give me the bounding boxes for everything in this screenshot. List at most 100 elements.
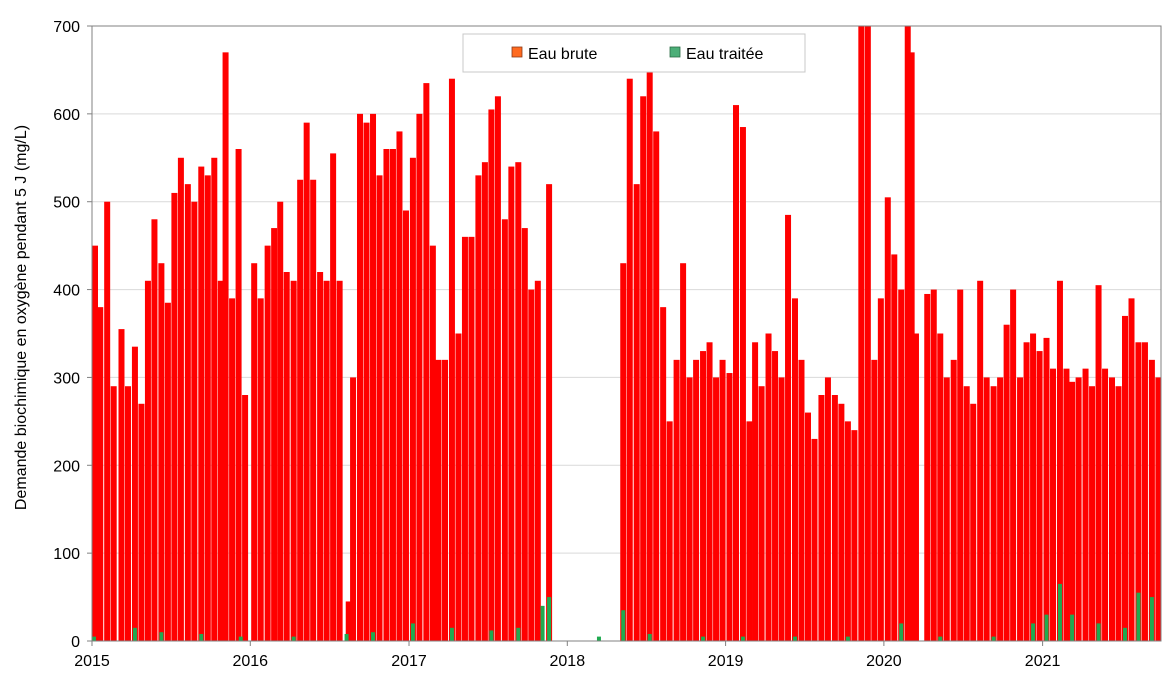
- bar: [673, 359, 680, 641]
- bar: [540, 605, 545, 641]
- bar: [1123, 627, 1128, 641]
- bar: [159, 632, 164, 641]
- bar: [884, 197, 891, 642]
- bar: [1108, 377, 1115, 641]
- bar: [521, 228, 528, 642]
- bar: [429, 245, 436, 641]
- bar: [131, 346, 138, 641]
- bar: [389, 149, 396, 641]
- bar: [938, 636, 943, 641]
- bar: [772, 351, 779, 641]
- bar: [997, 377, 1004, 641]
- y-tick-label: 300: [53, 370, 80, 387]
- bar: [92, 636, 96, 641]
- bar: [151, 219, 158, 642]
- bar: [238, 636, 243, 641]
- bar: [416, 113, 423, 642]
- bar: [242, 395, 249, 641]
- bar: [912, 333, 919, 641]
- bar: [943, 377, 950, 641]
- bar: [376, 175, 383, 641]
- bar: [350, 377, 357, 641]
- bar: [740, 636, 745, 641]
- bar: [528, 289, 535, 641]
- bar: [831, 395, 838, 641]
- bar: [1095, 285, 1102, 641]
- bar: [937, 333, 944, 641]
- bar: [1069, 381, 1076, 641]
- bar: [930, 289, 937, 641]
- bar: [660, 307, 667, 641]
- bar: [924, 293, 931, 641]
- bar: [686, 377, 693, 641]
- bar: [546, 184, 553, 641]
- bar: [758, 386, 765, 641]
- bar: [877, 298, 884, 641]
- bar: [908, 52, 915, 642]
- bar: [680, 263, 687, 641]
- bar: [363, 122, 370, 641]
- bar: [899, 623, 904, 641]
- bar: [706, 342, 713, 641]
- bar: [132, 627, 137, 641]
- bar: [1089, 386, 1096, 641]
- bar: [104, 201, 111, 641]
- bar: [957, 289, 964, 641]
- bar: [198, 166, 205, 642]
- bar: [271, 228, 278, 642]
- bar: [1075, 377, 1082, 641]
- bar: [158, 263, 165, 641]
- bar: [435, 359, 442, 641]
- bar: [990, 386, 997, 641]
- bar: [1155, 377, 1161, 641]
- bar: [370, 113, 377, 642]
- bar: [488, 109, 495, 641]
- bar: [383, 149, 390, 641]
- bar: [1017, 377, 1024, 641]
- bar: [371, 632, 376, 641]
- bar: [442, 359, 449, 641]
- bar: [501, 219, 508, 642]
- x-tick-label: 2017: [391, 653, 427, 670]
- bar: [719, 359, 726, 641]
- bar: [1128, 298, 1135, 641]
- bar: [410, 623, 415, 641]
- bar: [396, 131, 403, 641]
- bar: [970, 403, 977, 641]
- bar: [330, 153, 337, 641]
- bar: [164, 302, 171, 641]
- bar: [291, 636, 296, 641]
- bar: [283, 272, 290, 641]
- bar: [858, 26, 865, 641]
- y-tick-label: 500: [53, 195, 80, 212]
- bar: [409, 157, 416, 642]
- legend: Eau brute Eau traitée: [462, 33, 806, 73]
- bar: [1030, 333, 1037, 641]
- legend-swatch-eau-traitee: [669, 46, 681, 58]
- legend-swatch-eau-brute: [511, 46, 523, 58]
- bar: [468, 236, 475, 641]
- bar: [647, 633, 652, 641]
- y-tick-label: 700: [53, 19, 80, 36]
- bar: [461, 236, 468, 641]
- x-tick-label: 2021: [1025, 653, 1061, 670]
- series-eau-brute: [92, 26, 1161, 642]
- bar: [402, 210, 409, 641]
- bar: [1031, 623, 1036, 641]
- y-tick-label: 200: [53, 458, 80, 475]
- bar: [547, 597, 552, 641]
- bar: [991, 636, 996, 641]
- bar: [211, 157, 218, 642]
- bar: [626, 78, 633, 641]
- bar: [1122, 315, 1129, 641]
- bar: [785, 214, 792, 641]
- bar: [871, 359, 878, 641]
- x-tick-label: 2019: [708, 653, 744, 670]
- bar: [217, 280, 224, 641]
- bar: [184, 184, 191, 641]
- bar: [845, 636, 850, 641]
- bar: [726, 373, 733, 641]
- bar: [423, 83, 430, 642]
- series-eau-traitee: [92, 583, 1154, 641]
